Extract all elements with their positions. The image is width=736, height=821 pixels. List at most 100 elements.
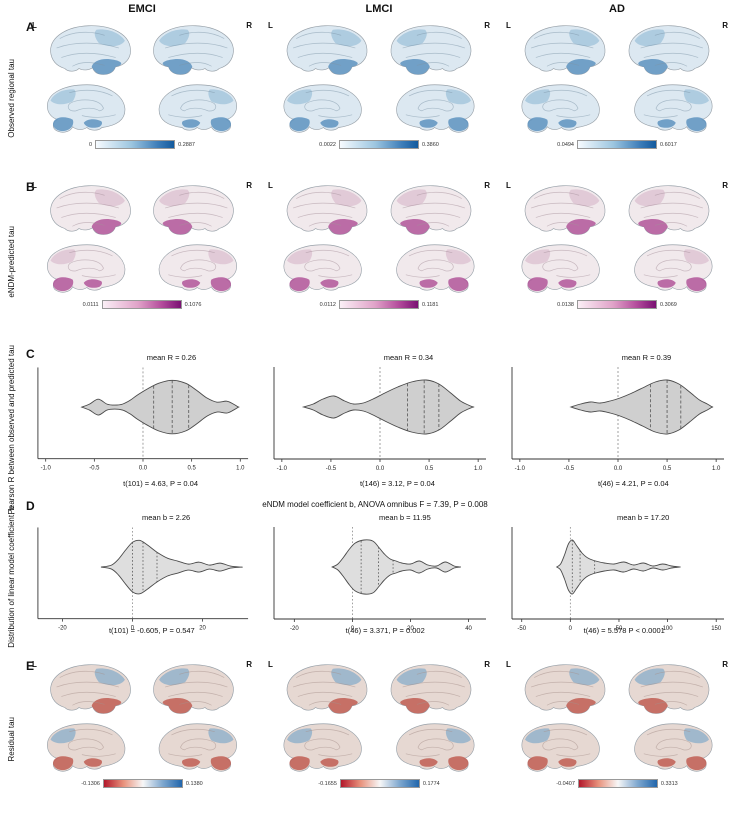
colorbar-max: 0.1076 [184, 301, 202, 308]
violin-plot-pearson-emci: -1.0 -0.5 0.0 0.5 1.0 [37, 367, 249, 472]
panel-a-brains-ad: L R 0.0494 0.6017 [498, 18, 736, 178]
brain-lateral-left-icon [272, 660, 378, 717]
panel-e-brains-emci: L R -0.1306 0.1380 [24, 657, 260, 821]
colorbar-min: -0.1655 [318, 780, 337, 787]
violin-plot-pearson-lmci: -1.0 -0.5 0.0 0.5 1.0 [273, 367, 486, 472]
panel-c-axis-label: Pearson R between observed and predicted… [7, 345, 17, 515]
colorbar-min: 0.0112 [319, 301, 336, 308]
svg-text:100: 100 [663, 626, 674, 632]
colorbar-gradient [102, 779, 183, 788]
violin-plot-coefficient-ad: -50 0 50 100 150 [511, 527, 724, 632]
brain-lateral-right-icon [143, 181, 248, 238]
svg-text:0.5: 0.5 [188, 466, 197, 472]
brain-medial-left-icon [36, 80, 141, 137]
brain-medial-left-icon [510, 719, 616, 776]
colorbar-min: 0.0111 [82, 301, 99, 308]
panel-e-brains-lmci: L R -0.1655 0.1774 [260, 657, 498, 821]
violin-cell-emci: -20 0 20 mean b = 2.26 t(101) = -0.605, P … [24, 497, 260, 657]
anova-omnibus-header: eNDM model coefficient b, ANOVA omnibus … [262, 500, 488, 509]
svg-text:1.0: 1.0 [236, 466, 245, 472]
colorbar-min: 0 [89, 141, 93, 148]
left-hemisphere-label: L [268, 660, 273, 669]
right-hemisphere-label: R [246, 660, 252, 669]
brain-lateral-right-icon [380, 21, 486, 78]
colorbar: -0.1306 0.1380 [24, 779, 260, 788]
svg-text:1.0: 1.0 [474, 466, 483, 472]
left-hemisphere-label: L [32, 660, 37, 669]
panel-e-letter: E [26, 659, 35, 673]
mean-b-annotation: mean b = 2.26 [142, 513, 191, 522]
panel-b-brains-emci: L R 0.0111 0.1076 [24, 178, 260, 345]
panel-e-axis-label: Residual tau [7, 716, 17, 762]
violin-plot-coefficient-lmci: -20 0 20 40 [273, 527, 486, 632]
panel-a: A Observed regional tau L R 0 0.2887 L R [0, 18, 736, 178]
panel-a-letter: A [26, 20, 35, 34]
panel-b: B eNDM-predicted tau L R 0.0111 0.1076 L… [0, 178, 736, 345]
right-hemisphere-label: R [722, 21, 728, 30]
left-hemisphere-label: L [32, 21, 37, 30]
colorbar-max: 0.1380 [185, 780, 203, 787]
brain-medial-right-icon [380, 240, 486, 297]
brain-lateral-left-icon [36, 660, 141, 717]
svg-text:-1.0: -1.0 [41, 466, 52, 472]
colorbar-min: 0.0138 [557, 301, 574, 308]
left-hemisphere-label: L [32, 181, 37, 190]
colorbar: -0.1655 0.1774 [260, 779, 498, 788]
mean-b-annotation: mean b = 11.95 [379, 513, 431, 522]
column-title-lmci: LMCI [365, 3, 393, 15]
column-title-emci: EMCI [128, 3, 156, 15]
violin-cell-lmci: -20 0 20 40 mean b = 11.95 t(46) = 3.371, P… [260, 497, 498, 657]
column-title-row: EMCI LMCI AD [0, 0, 736, 18]
brain-medial-left-icon [36, 719, 141, 776]
t-test-annotation: t(146) = 3.12, P = 0.04 [359, 479, 435, 489]
violin-cell-ad: -50 0 50 100 150 mean b = 17.20 t(46) = 5.57… [498, 497, 736, 657]
panel-a-axis-label: Observed regional tau [7, 58, 17, 138]
brain-medial-right-icon [618, 80, 724, 137]
panel-b-brains-ad: L R 0.0138 0.3069 [498, 178, 736, 345]
panel-b-letter: B [26, 180, 35, 194]
svg-text:0.0: 0.0 [614, 466, 623, 472]
right-hemisphere-label: R [722, 181, 728, 190]
svg-text:0: 0 [351, 626, 355, 632]
t-test-annotation: t(46) = 3.371, P = 0.002 [345, 626, 425, 635]
svg-text:-1.0: -1.0 [277, 466, 288, 472]
panel-d-axis-label: Distribution of linear model coefficient… [7, 506, 17, 648]
panel-e: E Residual tau L R -0.1306 0.1380 L R [0, 657, 736, 821]
colorbar-gradient [339, 779, 420, 788]
right-hemisphere-label: R [484, 181, 490, 190]
colorbar-max: 0.2887 [178, 141, 195, 148]
colorbar-gradient [339, 300, 419, 309]
mean-r-annotation: mean R = 0.26 [146, 353, 197, 362]
colorbar-min: -0.1306 [81, 780, 100, 787]
brain-medial-right-icon [618, 240, 724, 297]
panel-a-brains-emci: L R 0 0.2887 [24, 18, 260, 178]
left-hemisphere-label: L [268, 181, 273, 190]
colorbar-gradient [95, 140, 176, 149]
svg-text:-50: -50 [517, 626, 526, 632]
panel-e-brains-ad: L R -0.0407 0.3313 [498, 657, 736, 821]
brain-lateral-right-icon [380, 660, 486, 717]
svg-text:0.0: 0.0 [139, 466, 148, 472]
brain-medial-left-icon [510, 80, 616, 137]
colorbar-gradient [577, 140, 657, 149]
panel-b-axis-label: eNDM-predicted tau [7, 225, 17, 298]
svg-text:-1.0: -1.0 [515, 466, 526, 472]
svg-text:0.0: 0.0 [376, 466, 385, 472]
violin-plot-pearson-ad: -1.0 -0.5 0.0 0.5 1.0 [511, 367, 724, 472]
violin-plot-coefficient-emci: -20 0 20 [37, 527, 249, 632]
brain-lateral-right-icon [618, 21, 724, 78]
brain-medial-right-icon [143, 240, 248, 297]
svg-text:-0.5: -0.5 [326, 466, 337, 472]
brain-lateral-right-icon [143, 21, 248, 78]
colorbar-min: 0.0494 [557, 141, 574, 148]
right-hemisphere-label: R [246, 181, 252, 190]
left-hemisphere-label: L [268, 21, 273, 30]
brain-lateral-left-icon [36, 21, 141, 78]
colorbar-max: 0.1181 [422, 301, 439, 308]
left-hemisphere-label: L [506, 181, 511, 190]
mean-r-annotation: mean R = 0.34 [383, 353, 434, 362]
colorbar: -0.0407 0.3313 [498, 779, 736, 788]
brain-lateral-left-icon [510, 21, 616, 78]
svg-text:0: 0 [131, 626, 135, 632]
